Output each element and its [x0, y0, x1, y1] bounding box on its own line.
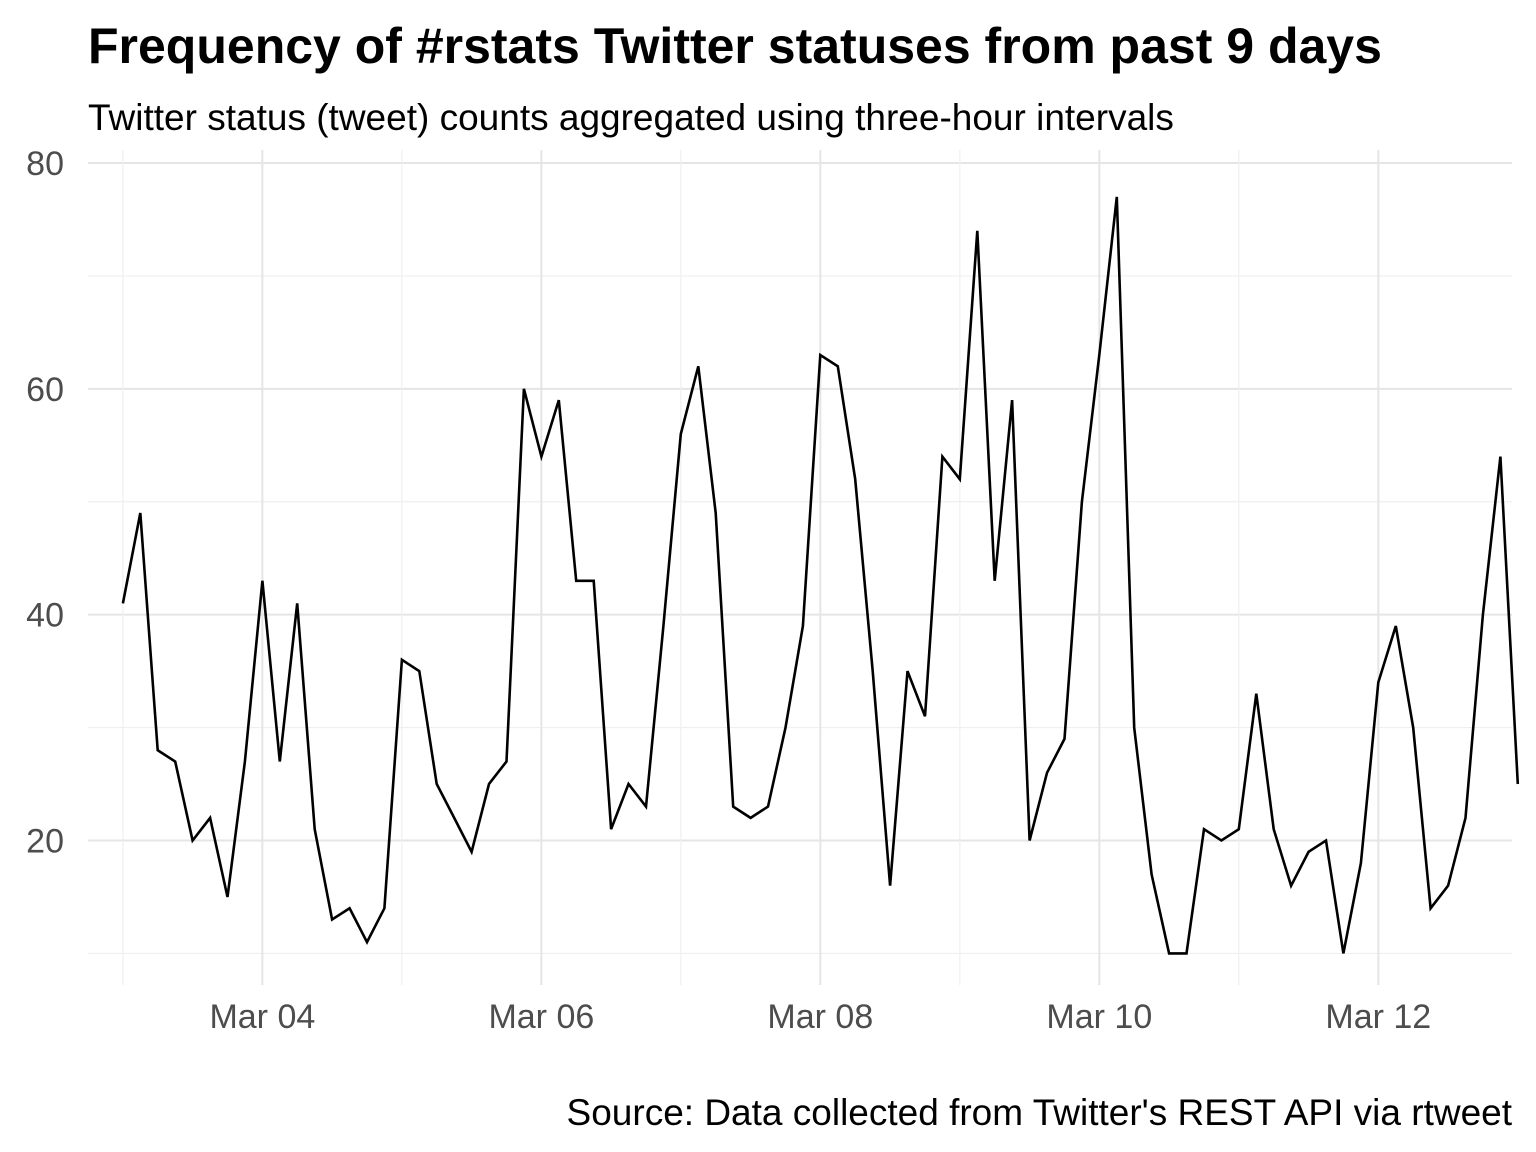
chart-title: Frequency of #rstats Twitter statuses fr… [88, 18, 1382, 74]
x-tick-label: Mar 12 [1325, 998, 1431, 1036]
y-tick-label: 80 [26, 145, 64, 183]
x-tick-label: Mar 08 [767, 998, 873, 1036]
y-tick-labels: 20 40 60 80 [26, 145, 64, 861]
x-tick-label: Mar 04 [209, 998, 315, 1036]
series-group [121, 196, 1520, 955]
y-tick-label: 40 [26, 597, 64, 635]
x-tick-labels: Mar 04 Mar 06 Mar 08 Mar 10 Mar 12 [209, 998, 1431, 1036]
y-tick-label: 20 [26, 823, 64, 861]
grid-lines [88, 150, 1512, 985]
y-tick-label: 60 [26, 371, 64, 409]
chart-subtitle: Twitter status (tweet) counts aggregated… [88, 97, 1174, 138]
x-tick-label: Mar 10 [1046, 998, 1152, 1036]
series-line [121, 196, 1520, 955]
chart-caption: Source: Data collected from Twitter's RE… [566, 1092, 1512, 1133]
x-tick-label: Mar 06 [488, 998, 594, 1036]
